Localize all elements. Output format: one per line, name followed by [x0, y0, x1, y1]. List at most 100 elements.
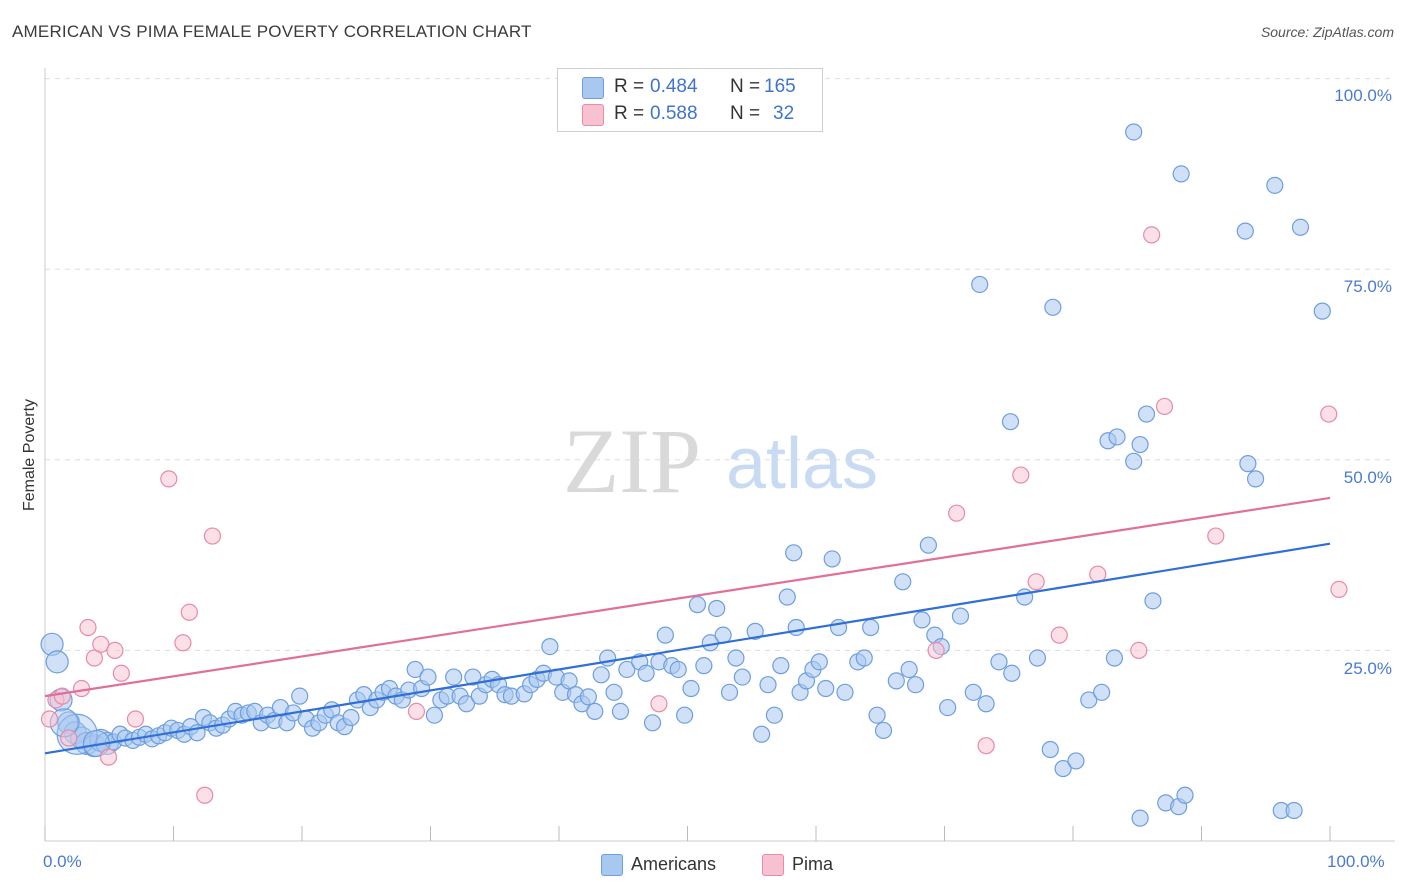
americans-point	[874, 721, 893, 740]
pima-point	[99, 748, 118, 766]
americans-n-value: 165	[764, 76, 796, 97]
americans-point	[906, 676, 925, 694]
pima-point	[1143, 226, 1161, 244]
pima-point	[174, 634, 192, 652]
pima-point	[948, 504, 966, 522]
americans-point	[1028, 649, 1047, 667]
americans-point	[868, 706, 886, 724]
americans-point	[1044, 298, 1062, 316]
americans-point	[419, 668, 437, 686]
americans-n-label: N =	[730, 76, 761, 97]
pima-n-value: 32	[773, 103, 795, 124]
americans-point	[1176, 786, 1194, 804]
pima-point	[112, 664, 130, 682]
americans-point	[752, 725, 771, 743]
americans-point	[592, 666, 610, 684]
americans-r-label: R =	[614, 76, 645, 97]
americans-point	[1093, 683, 1111, 701]
pima-point	[180, 603, 198, 621]
pima-trend-line	[44, 496, 1331, 698]
americans-point	[1003, 664, 1021, 682]
americans-point	[669, 660, 687, 679]
americans-point	[1266, 176, 1284, 194]
americans-point	[695, 657, 713, 675]
source-label: Source: ZipAtlas.com	[1260, 24, 1394, 40]
americans-point	[1001, 413, 1020, 431]
gridlines	[45, 78, 1395, 651]
series-pima	[40, 226, 1348, 804]
americans-point	[1016, 588, 1034, 606]
pima-point	[1130, 641, 1148, 660]
americans-point	[1236, 222, 1254, 240]
americans-point	[464, 668, 482, 686]
correlation-legend: R = 0.484 N = 165 R = 0.588 N = 32	[557, 68, 823, 132]
y-tick-75: 75.0%	[1343, 277, 1392, 296]
americans-point	[1080, 691, 1098, 709]
americans-point	[1137, 405, 1156, 423]
americans-point	[919, 536, 937, 554]
watermark-zip: ZIP	[563, 410, 701, 512]
americans-point	[772, 657, 790, 675]
americans-point	[1105, 649, 1124, 667]
americans-point	[1131, 435, 1149, 454]
pima-swatch	[582, 104, 604, 126]
americans-point	[457, 695, 476, 713]
americans-point	[900, 660, 918, 679]
americans-point	[682, 679, 700, 698]
pima-r-label: R =	[614, 103, 645, 124]
americans-legend-swatch	[601, 854, 623, 876]
americans-point	[894, 573, 912, 591]
americans-point	[1125, 452, 1143, 470]
americans-point	[836, 683, 854, 701]
americans-point	[586, 702, 604, 720]
pima-point	[1330, 580, 1348, 599]
americans-point	[1291, 218, 1310, 236]
americans-point	[618, 660, 636, 679]
axes	[44, 68, 1395, 842]
americans-point	[1108, 428, 1126, 446]
x-tick-min: 0.0%	[43, 852, 82, 871]
pima-point	[1207, 527, 1225, 545]
trend-lines	[44, 496, 1331, 755]
pima-point	[977, 737, 995, 755]
y-tick-25: 25.0%	[1343, 659, 1392, 678]
y-tick-100: 100.0%	[1334, 86, 1392, 105]
americans-point	[759, 676, 777, 694]
pima-point	[160, 470, 178, 488]
americans-point	[425, 706, 444, 724]
americans-point	[599, 649, 617, 667]
pima-legend-label: Pima	[792, 854, 834, 874]
americans-point	[1313, 302, 1331, 320]
americans-point	[676, 706, 694, 724]
americans-point	[810, 653, 828, 671]
americans-point	[45, 650, 69, 674]
watermark: ZIP atlas	[563, 410, 878, 512]
pima-point	[40, 710, 59, 728]
pima-point	[1012, 466, 1030, 484]
pima-point	[60, 729, 78, 747]
pima-legend-swatch	[762, 854, 784, 876]
americans-point	[977, 695, 995, 713]
y-tick-50: 50.0%	[1343, 468, 1392, 487]
americans-point	[637, 664, 655, 682]
americans-point	[990, 653, 1008, 671]
pima-point	[1050, 626, 1068, 644]
americans-point	[733, 668, 751, 686]
x-tick-max: 100.0%	[1327, 852, 1385, 871]
pima-point	[927, 641, 945, 660]
americans-point	[787, 618, 805, 637]
americans-point	[643, 714, 662, 732]
americans-point	[971, 275, 989, 294]
americans-point	[720, 683, 739, 701]
pima-point	[1027, 573, 1045, 591]
americans-point	[746, 622, 764, 640]
americans-point	[406, 660, 424, 679]
pima-n-label: N =	[730, 103, 761, 124]
series-americans	[40, 123, 1331, 827]
americans-point	[964, 683, 982, 701]
americans-point	[1285, 801, 1303, 820]
americans-point	[579, 688, 597, 706]
americans-point	[1144, 592, 1162, 610]
americans-point	[887, 672, 905, 690]
americans-point	[855, 649, 873, 667]
